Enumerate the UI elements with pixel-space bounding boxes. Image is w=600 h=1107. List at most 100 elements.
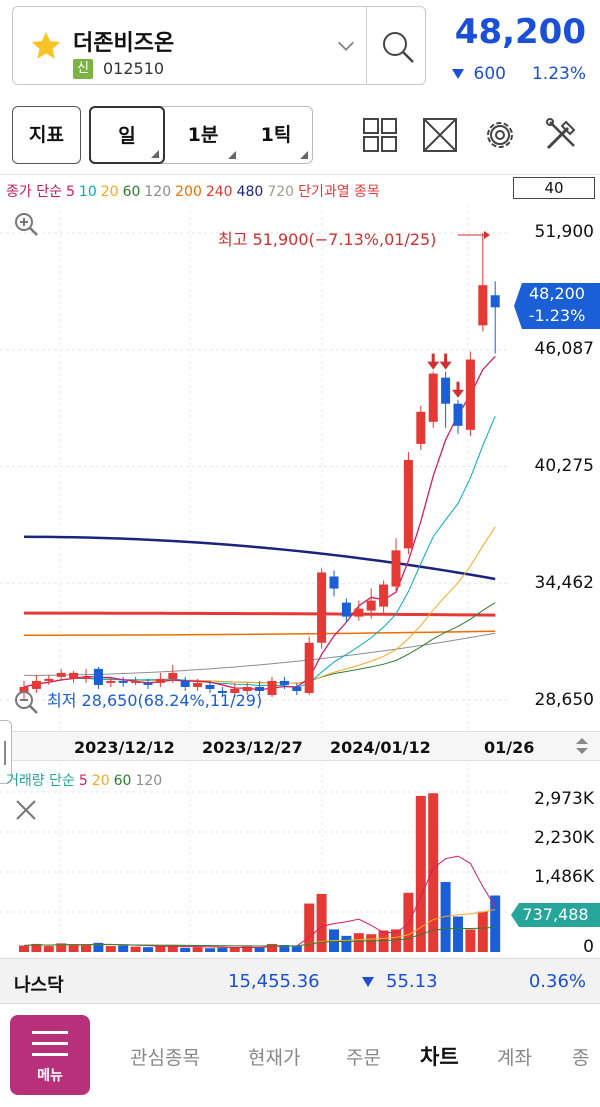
volume-bar	[291, 946, 302, 952]
volume-bar	[453, 916, 463, 952]
corner-indicator	[300, 151, 308, 159]
legend-item: 200	[175, 184, 202, 200]
volume-chart[interactable]	[0, 762, 510, 956]
indicator-button[interactable]: 지표	[12, 106, 81, 164]
candle	[180, 676, 190, 691]
candle	[143, 678, 153, 689]
volume-tick: 2,230K	[534, 828, 594, 848]
down-triangle-icon	[451, 69, 464, 79]
volume-tick: 0	[583, 937, 594, 957]
menu-label: 메뉴	[37, 1068, 63, 1084]
index-value: 15,455.36	[228, 971, 320, 992]
candle-body	[180, 680, 190, 687]
candle	[93, 666, 103, 689]
zoom-in-icon[interactable]	[12, 210, 40, 238]
period-daily[interactable]: 일	[89, 106, 165, 164]
volume-bar	[341, 935, 352, 952]
nav-order[interactable]: 주문	[346, 1047, 381, 1069]
stock-selector[interactable]: 더존비즈온 신 012510	[12, 6, 426, 85]
candle-body	[193, 682, 203, 687]
resize-handle-icon[interactable]	[572, 735, 592, 757]
legend-item: 240	[205, 184, 233, 200]
current-price: 48,200	[454, 12, 586, 52]
handle-grip	[4, 741, 6, 765]
nav-account[interactable]: 계좌	[497, 1047, 532, 1069]
price-tick: 40,275	[534, 456, 594, 476]
candle-body	[441, 377, 451, 404]
low-annotation: 최저 28,650(68.24%,11/29)	[47, 691, 263, 710]
volume-bar	[56, 943, 67, 952]
ma-20-line	[23, 526, 496, 688]
volume-legend[interactable]: 거래량 단순 5 20 60 120	[6, 770, 166, 790]
close-icon[interactable]	[12, 796, 40, 824]
candle-body	[81, 676, 91, 679]
down-triangle-icon	[362, 977, 374, 987]
index-name: 나스닥	[14, 975, 64, 996]
lookback-input[interactable]: 40	[513, 177, 595, 199]
candle	[168, 664, 178, 683]
side-drawer-handle[interactable]	[0, 720, 12, 784]
candle	[56, 668, 66, 681]
legend-item: 5	[65, 184, 75, 200]
chevron-down-icon[interactable]	[335, 35, 357, 57]
volume-bar	[428, 793, 439, 952]
tools-icon[interactable]	[542, 116, 580, 154]
volume-bar	[217, 947, 228, 952]
high-arrow-icon	[458, 231, 490, 239]
candle-body	[379, 584, 389, 607]
grid-layout-icon[interactable]	[361, 116, 399, 154]
candle	[205, 680, 215, 693]
candle-body	[478, 285, 488, 326]
index-change: 55.13	[362, 971, 438, 992]
candle	[31, 674, 41, 693]
price-tick: 46,087	[534, 339, 594, 359]
volume-bar	[167, 945, 178, 952]
menu-button[interactable]: 메뉴	[10, 1015, 90, 1095]
candle	[366, 588, 376, 619]
zoom-out-icon[interactable]	[12, 688, 40, 716]
favorite-star-icon[interactable]	[29, 29, 63, 63]
date-tick: 2024/01/12	[330, 738, 431, 757]
overheat-arrow-head	[427, 361, 440, 370]
candle-body	[93, 668, 103, 685]
period-1tick[interactable]: 1틱	[240, 107, 312, 163]
nav-current-price[interactable]: 현재가	[248, 1047, 301, 1069]
hamburger-line	[32, 1031, 68, 1034]
expand-icon[interactable]	[421, 116, 459, 154]
candle-body	[143, 682, 153, 685]
price-tick: 34,462	[534, 573, 594, 593]
volume-legend-item: 120	[135, 773, 163, 789]
candle	[193, 678, 203, 691]
period-1min[interactable]: 1분	[166, 107, 240, 163]
volume-bar	[143, 947, 153, 952]
candle	[230, 682, 240, 697]
nav-more[interactable]: 종	[572, 1047, 590, 1069]
volume-bar	[316, 893, 327, 952]
price-chart[interactable]	[0, 205, 510, 730]
overheat-arrow-head	[452, 389, 464, 398]
candle-body	[230, 688, 240, 693]
price-tick: 28,650	[534, 690, 594, 710]
volume-bar	[465, 929, 476, 952]
candle-body	[292, 686, 302, 691]
index-ticker[interactable]: 나스닥 15,455.36 55.13 0.36%	[0, 958, 600, 1004]
ma-legend[interactable]: 종가 단순 5 10 20 60 120 200 240 480 720 단기과열 종목	[6, 181, 384, 201]
volume-legend-item: 60	[113, 773, 132, 789]
candle	[44, 674, 54, 685]
candle-body	[453, 403, 463, 426]
period-label: 일	[118, 125, 136, 147]
candle-body	[131, 680, 141, 683]
candle	[118, 676, 128, 687]
volume-bar	[254, 947, 265, 952]
ma-10-line	[23, 415, 496, 689]
volume-bar	[93, 942, 104, 952]
nav-chart[interactable]: 차트	[420, 1045, 459, 1069]
candle-body	[155, 678, 165, 683]
period-label: 1분	[187, 124, 219, 146]
date-tick: 2023/12/27	[202, 738, 303, 757]
nav-watchlist[interactable]: 관심종목	[130, 1047, 200, 1069]
search-icon[interactable]	[380, 29, 416, 65]
gear-icon[interactable]	[481, 116, 519, 154]
current-price-tag: 48,200 -1.23%	[514, 283, 600, 329]
volume-legend-item: 20	[91, 773, 110, 789]
